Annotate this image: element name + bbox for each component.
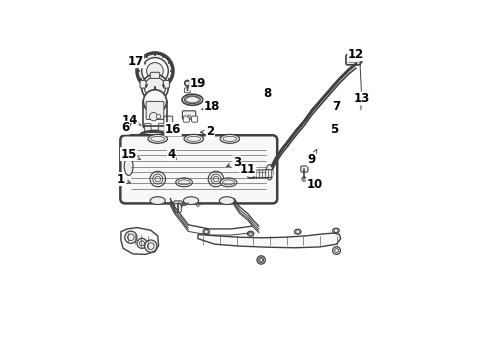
Circle shape [149,112,158,121]
Text: 13: 13 [353,92,369,106]
Text: 11: 11 [239,163,255,176]
Circle shape [350,52,362,64]
Circle shape [144,240,157,252]
FancyBboxPatch shape [163,116,172,125]
Circle shape [142,58,168,84]
FancyBboxPatch shape [247,168,254,178]
Text: 16: 16 [164,123,181,136]
Ellipse shape [220,178,236,187]
Circle shape [301,177,305,181]
FancyBboxPatch shape [174,203,181,212]
Ellipse shape [183,197,198,204]
Circle shape [144,77,165,98]
Circle shape [137,53,173,89]
Circle shape [142,74,168,101]
Ellipse shape [148,134,167,143]
Circle shape [184,80,190,86]
FancyBboxPatch shape [163,80,169,88]
Text: 8: 8 [263,87,271,100]
Ellipse shape [332,228,339,233]
Circle shape [146,63,163,79]
FancyBboxPatch shape [173,201,182,208]
FancyBboxPatch shape [120,135,277,203]
Circle shape [155,176,160,182]
Polygon shape [198,233,340,248]
Circle shape [259,258,262,261]
Text: 18: 18 [201,100,220,113]
Text: 10: 10 [305,178,322,191]
FancyBboxPatch shape [183,116,189,122]
Ellipse shape [294,229,301,234]
Circle shape [257,256,265,264]
Circle shape [166,123,170,127]
Text: 12: 12 [347,48,364,61]
Ellipse shape [150,197,165,204]
Ellipse shape [124,157,133,175]
Text: 4: 4 [167,148,176,161]
Ellipse shape [219,197,234,204]
Circle shape [150,171,165,187]
Ellipse shape [247,231,253,236]
Circle shape [332,247,340,255]
FancyBboxPatch shape [146,102,163,120]
FancyBboxPatch shape [300,166,307,172]
FancyBboxPatch shape [158,123,164,131]
Ellipse shape [183,134,203,143]
Text: 6: 6 [121,121,131,134]
FancyBboxPatch shape [182,111,195,119]
Circle shape [143,90,166,113]
Text: 2: 2 [200,125,214,138]
FancyBboxPatch shape [191,116,197,122]
FancyBboxPatch shape [150,72,160,78]
Circle shape [208,171,224,187]
Text: 15: 15 [120,148,140,161]
FancyBboxPatch shape [144,123,151,131]
Circle shape [187,115,190,118]
Text: 5: 5 [329,123,337,136]
Circle shape [137,238,146,248]
Circle shape [124,231,137,243]
Circle shape [156,114,161,119]
Text: 3: 3 [226,156,240,169]
Ellipse shape [182,94,203,105]
FancyBboxPatch shape [140,80,146,88]
Circle shape [354,56,358,61]
Ellipse shape [265,165,272,180]
Circle shape [213,176,218,182]
Text: 1: 1 [116,172,130,185]
Text: 7: 7 [332,100,340,113]
Ellipse shape [142,132,164,138]
Ellipse shape [220,134,239,143]
Text: 14: 14 [122,114,141,127]
FancyBboxPatch shape [346,55,360,65]
Text: 17: 17 [127,55,145,68]
Ellipse shape [175,178,192,187]
Text: 9: 9 [307,149,316,166]
Ellipse shape [203,229,209,234]
FancyBboxPatch shape [184,88,190,93]
Polygon shape [121,228,158,255]
Text: 19: 19 [189,77,206,90]
